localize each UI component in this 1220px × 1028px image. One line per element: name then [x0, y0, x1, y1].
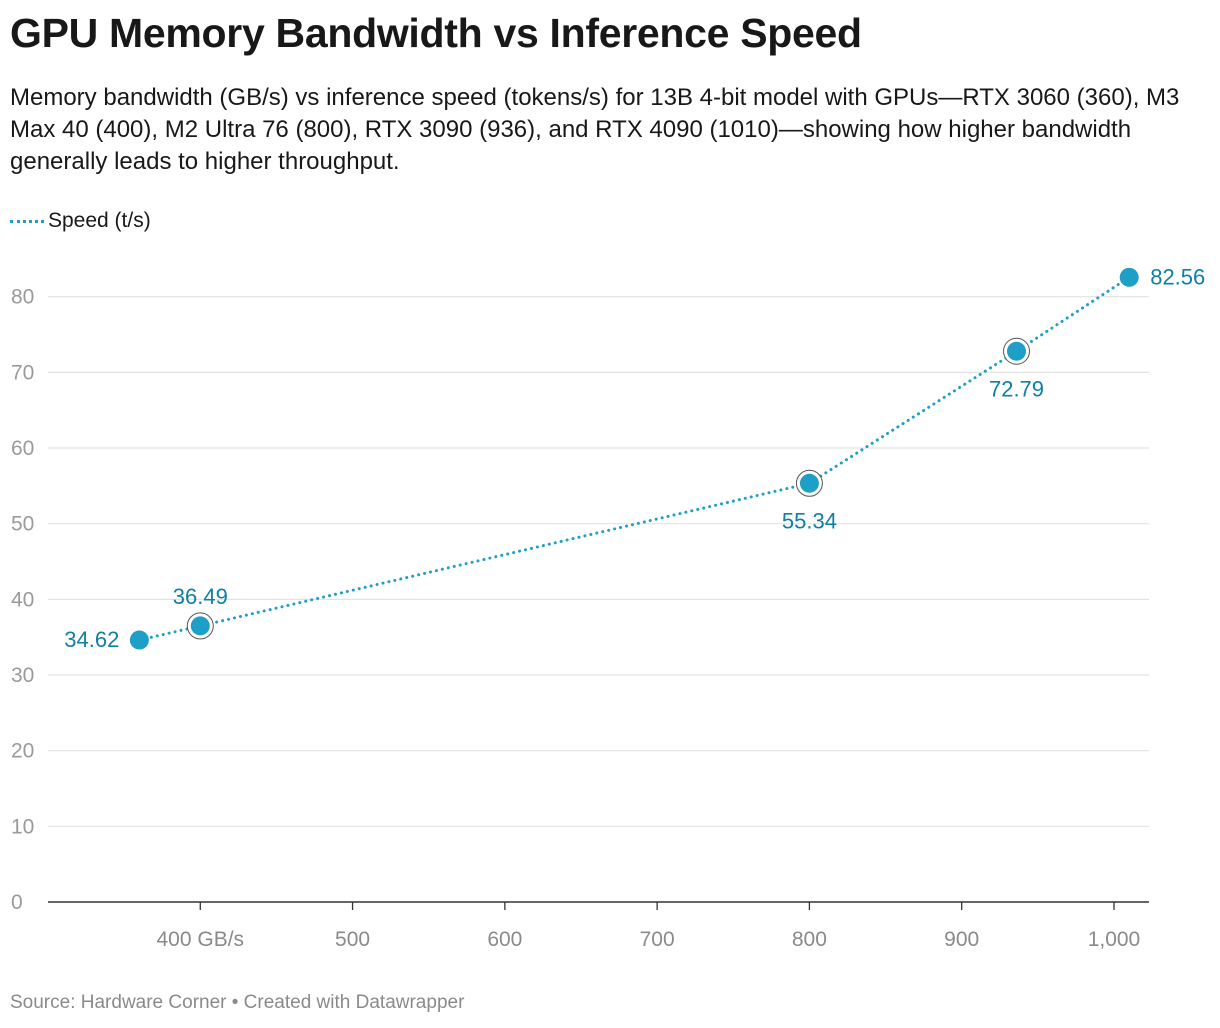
y-tick-label: 10	[11, 815, 34, 838]
legend-swatch-dotted-line	[10, 219, 44, 223]
data-label: 34.62	[64, 627, 119, 652]
legend: Speed (t/s)	[10, 209, 151, 233]
data-label: 36.49	[173, 584, 228, 609]
data-label: 55.34	[782, 508, 837, 533]
y-tick-label: 40	[11, 588, 34, 611]
y-tick-label: 0	[11, 891, 23, 914]
chart-title: GPU Memory Bandwidth vs Inference Speed	[10, 10, 862, 56]
x-tick-label: 400 GB/s	[157, 928, 245, 951]
x-tick-label: 500	[335, 928, 370, 951]
data-point	[1007, 341, 1027, 361]
data-label: 82.56	[1150, 264, 1205, 289]
x-tick-label: 700	[640, 928, 675, 951]
chart-subtitle: Memory bandwidth (GB/s) vs inference spe…	[10, 84, 1180, 175]
y-tick-label: 30	[11, 664, 34, 687]
source-footer: Source: Hardware Corner • Created with D…	[10, 992, 465, 1013]
y-tick-label: 50	[11, 513, 34, 536]
x-tick-label: 600	[487, 928, 522, 951]
data-point	[129, 630, 149, 650]
x-tick-label: 800	[792, 928, 827, 951]
data-point	[1119, 267, 1139, 287]
y-tick-label: 60	[11, 437, 34, 460]
legend-label: Speed (t/s)	[48, 209, 151, 232]
series-line	[137, 275, 1131, 642]
x-tick-label: 900	[944, 928, 979, 951]
y-tick-label: 20	[11, 740, 34, 763]
y-tick-label: 70	[11, 361, 34, 384]
data-point	[190, 616, 210, 636]
data-label: 72.79	[989, 376, 1044, 401]
data-point	[799, 473, 819, 493]
x-tick-label: 1,000	[1088, 928, 1141, 951]
y-tick-label: 80	[11, 286, 34, 309]
